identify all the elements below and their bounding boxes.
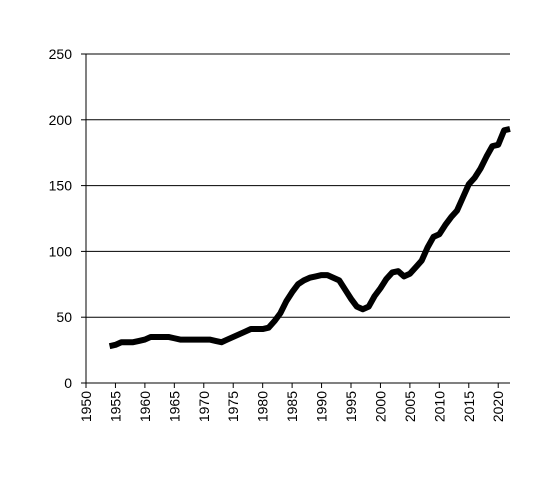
x-tick-label: 2015: [461, 391, 477, 422]
x-tick-label: 1980: [255, 391, 271, 422]
x-tick-label: 1995: [343, 391, 359, 422]
x-tick-label: 1975: [225, 391, 241, 422]
line: [108, 126, 511, 350]
x-tick-label: 1990: [314, 391, 330, 422]
x-tick-label: 2005: [402, 391, 418, 422]
y-tick-label: 150: [49, 178, 73, 194]
x-tick-label: 1970: [196, 391, 212, 422]
x-tick-label: 2020: [490, 391, 506, 422]
y-tick-label: 200: [49, 112, 73, 128]
y-tick-label: 100: [49, 243, 73, 259]
x-tick-label: 2010: [431, 391, 447, 422]
x-tick-label: 1985: [284, 391, 300, 422]
x-tick-label: 1950: [78, 391, 94, 422]
x-tick-label: 2000: [372, 391, 388, 422]
y-tick-label: 0: [64, 375, 72, 391]
x-tick-label: 1965: [166, 391, 182, 422]
x-tick-label: 1955: [107, 391, 123, 422]
y-tick-label: 50: [56, 309, 72, 325]
y-tick-label: 250: [49, 46, 73, 62]
x-tick-label: 1960: [137, 391, 153, 422]
